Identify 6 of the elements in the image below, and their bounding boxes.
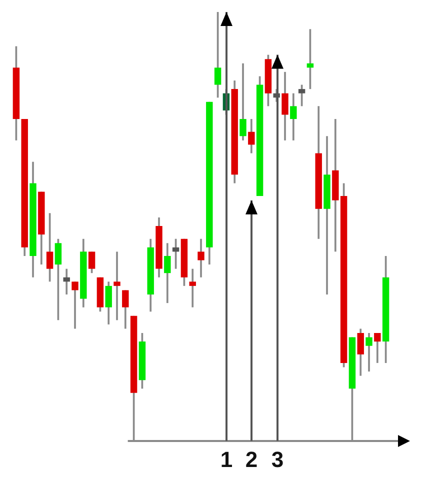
text: 2: [245, 447, 258, 472]
text: 1: [220, 447, 233, 472]
candlestick: [114, 252, 120, 320]
text: 3: [271, 447, 284, 472]
candlestick: [63, 268, 70, 294]
candlestick: [189, 268, 196, 308]
